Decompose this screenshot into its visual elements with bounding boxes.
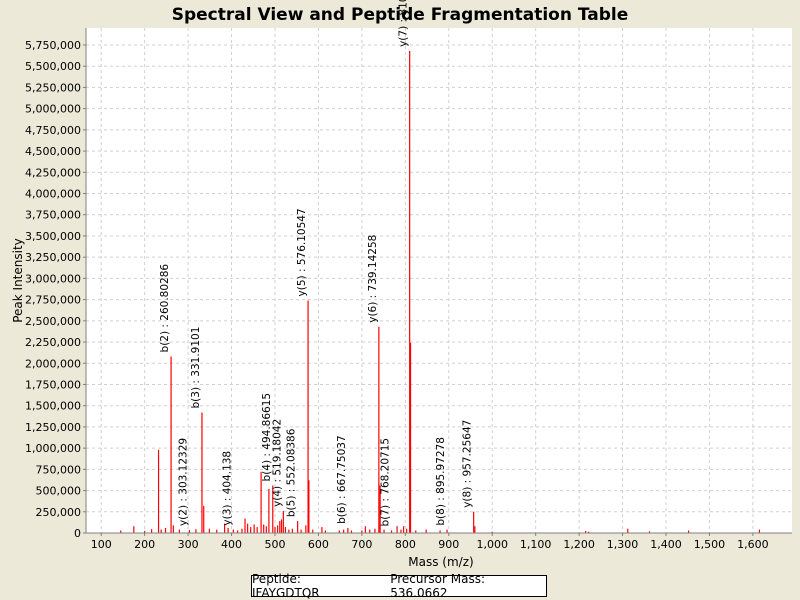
x-tick-label: 500: [264, 538, 285, 551]
peak-annotation-label: y(6) : 739.14258: [367, 235, 379, 323]
y-tick-label: 4,000,000: [25, 188, 81, 201]
legend-peptide: Peptide: IFAYGDTQR: [252, 572, 320, 600]
peak-annotation-label: y(2) : 303.12329: [177, 438, 189, 526]
x-tick-label: 1,500: [694, 538, 726, 551]
x-tick-label: 1,000: [476, 538, 508, 551]
peaks-group: [120, 50, 761, 533]
y-tick-label: 5,750,000: [25, 39, 81, 52]
legend-box: Peptide: IFAYGDTQR Precursor Mass: 536.0…: [251, 572, 547, 600]
y-tick-label: 2,750,000: [25, 294, 81, 307]
x-tick-label: 1,100: [520, 538, 552, 551]
y-tick-label: 1,500,000: [25, 400, 81, 413]
x-tick-label: 1,400: [650, 538, 682, 551]
peak-annotation-label: y(8) : 957.25647: [462, 420, 474, 508]
x-tick-label: 1,600: [737, 538, 769, 551]
x-axis-label: Mass (m/z): [408, 555, 473, 569]
x-tick-label: 900: [438, 538, 459, 551]
legend-precursor: Precursor Mass: 536.0662: [390, 572, 486, 600]
y-tick-label: 0: [74, 527, 81, 540]
x-tick-label: 100: [91, 538, 112, 551]
y-tick-label: 2,000,000: [25, 357, 81, 370]
peak-annotation-label: b(6) : 667.75037: [336, 435, 348, 524]
peak-annotation-label: b(8) : 895.97278: [435, 437, 447, 526]
x-tick-label: 200: [134, 538, 155, 551]
peak-annotation-label: b(2) : 260.80286: [159, 264, 171, 353]
x-tick-label: 800: [395, 538, 416, 551]
y-tick-label: 4,500,000: [25, 145, 81, 158]
chart-title: Spectral View and Peptide Fragmentation …: [172, 5, 629, 25]
y-tick-label: 4,250,000: [25, 166, 81, 179]
y-tick-label: 3,250,000: [25, 251, 81, 264]
x-tick-label: 1,300: [607, 538, 639, 551]
y-tick-label: 1,000,000: [25, 442, 81, 455]
x-tick-label: 400: [221, 538, 242, 551]
plot-area: [86, 28, 792, 533]
y-axis-label: Peak Intensity: [11, 238, 25, 323]
peak-annotation-label: y(4) : 519.18042: [271, 419, 283, 507]
y-tick-label: 5,250,000: [25, 81, 81, 94]
y-tick-label: 2,250,000: [25, 336, 81, 349]
y-tick-label: 5,000,000: [25, 103, 81, 116]
peak-annotation-label: b(4) : 494.86615: [261, 393, 273, 482]
grid-lines: [86, 28, 792, 533]
peak-annotation-label: b(7) : 768.20715: [380, 438, 392, 527]
peak-annotation-label: y(7) : 810.16919: [398, 0, 410, 47]
y-tick-label: 3,000,000: [25, 272, 81, 285]
x-tick-label: 1,200: [563, 538, 595, 551]
spectrum-chart: Spectral View and Peptide Fragmentation …: [11, 0, 792, 569]
x-tick-label: 700: [351, 538, 372, 551]
peak-annotation-label: y(3) : 404.138: [221, 451, 233, 526]
peak-annotation-label: b(5) : 552.08386: [286, 428, 298, 517]
axes-group: 0 250,000 500,000 750,000 1,000,000 1,250,000…: [25, 28, 792, 551]
y-tick-label: 1,250,000: [25, 421, 81, 434]
peak-annotation-label: b(3) : 331.9101: [190, 327, 202, 409]
peak-annotations: b(2) : 260.80286 y(2) : 303.12329 b(3) : 3…: [159, 0, 474, 526]
y-tick-label: 2,500,000: [25, 315, 81, 328]
y-tick-label: 3,750,000: [25, 209, 81, 222]
y-tick-label: 500,000: [36, 485, 82, 498]
y-tick-label: 3,500,000: [25, 230, 81, 243]
y-tick-label: 750,000: [36, 463, 82, 476]
y-tick-label: 5,500,000: [25, 60, 81, 73]
peak-annotation-label: y(5) : 576.10547: [296, 208, 308, 296]
y-tick-label: 1,750,000: [25, 378, 81, 391]
y-tick-label: 4,750,000: [25, 124, 81, 137]
x-tick-label: 300: [178, 538, 199, 551]
y-tick-label: 250,000: [36, 506, 82, 519]
x-tick-label: 600: [308, 538, 329, 551]
